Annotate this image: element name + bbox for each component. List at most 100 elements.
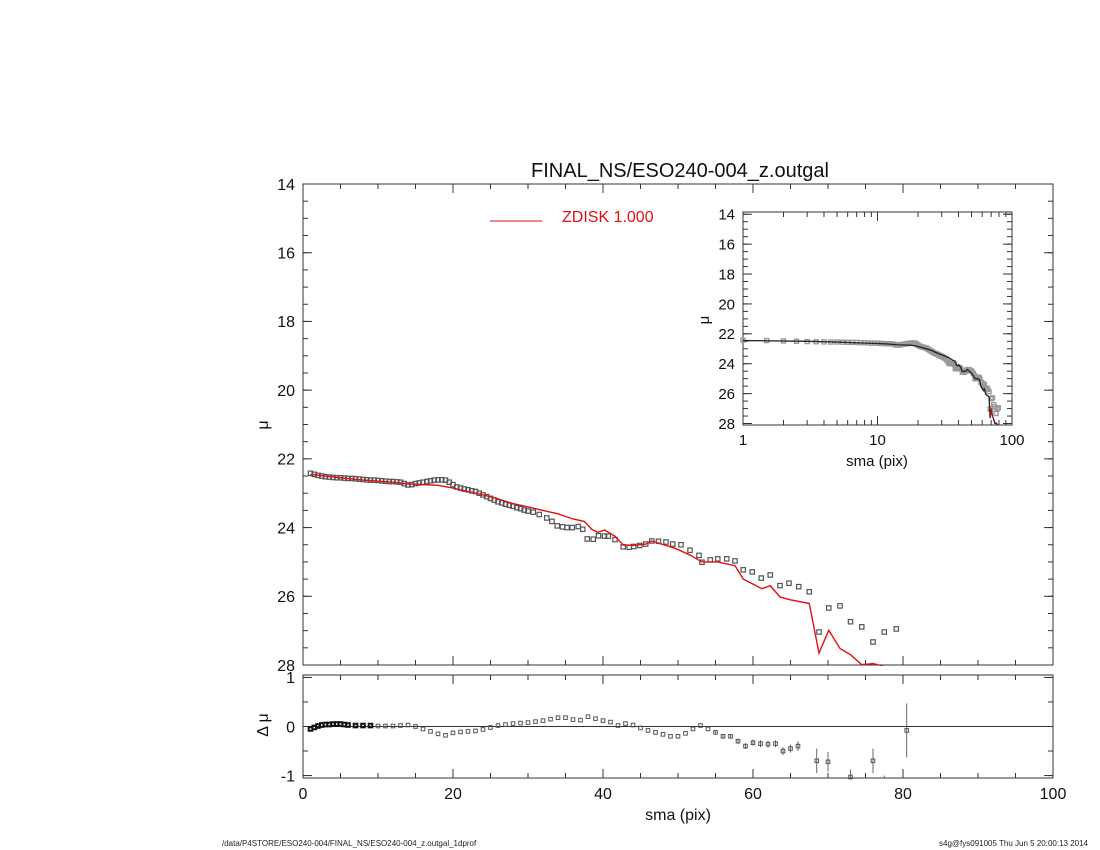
main-y-axis-label: μ	[255, 420, 272, 429]
main-y-tick-label: 18	[277, 314, 295, 331]
main-observed-point	[870, 639, 876, 645]
residual-point	[518, 720, 523, 726]
residual-point	[563, 715, 568, 720]
residual-point	[383, 723, 388, 729]
residual-point	[683, 731, 688, 736]
main-y-tick-label: 24	[277, 520, 295, 537]
residual-point	[608, 719, 613, 725]
inset-y-tick-label: 20	[718, 296, 735, 313]
residual-point	[390, 723, 396, 729]
main-observed-point	[732, 558, 738, 564]
inset-model-line	[742, 339, 999, 426]
footer-timestamp: s4g@fys091005 Thu Jun 5 20:00:13 2014	[939, 839, 1088, 848]
main-observed-point	[530, 509, 537, 515]
main-observed-point	[517, 505, 524, 512]
residual-point	[540, 718, 546, 723]
main-observed-point	[525, 508, 531, 514]
residual-point	[473, 728, 478, 734]
residual-point	[848, 774, 853, 780]
residual-point	[488, 725, 493, 730]
residual-point	[765, 741, 771, 747]
inset-background	[743, 212, 1012, 425]
residual-point	[548, 716, 553, 722]
residual-x-tick-label: 20	[444, 786, 462, 803]
residual-point	[630, 722, 636, 728]
main-observed-point	[806, 589, 813, 595]
main-observed-point	[502, 501, 509, 508]
main-observed-point	[601, 533, 608, 539]
main-y-tick-label: 28	[277, 658, 295, 675]
residual-x-tick-label: 0	[299, 786, 308, 803]
footer-filepath: /data/P4STORE/ESO240-004/FINAL_NS/ESO240…	[222, 839, 477, 848]
main-observed-point	[513, 504, 520, 511]
inset-y-tick-label: 14	[718, 207, 735, 224]
residual-point	[645, 728, 651, 733]
main-y-tick-label: 20	[277, 383, 295, 400]
inset-y-tick-label: 18	[718, 266, 735, 283]
main-observed-point	[595, 533, 602, 539]
residual-point	[735, 738, 741, 744]
residual-point	[653, 730, 658, 735]
residual-point	[578, 717, 583, 723]
residual-point	[713, 730, 718, 735]
residual-point	[773, 741, 778, 746]
residual-point	[435, 731, 441, 737]
residual-y-tick-label: 1	[286, 670, 295, 687]
main-observed-point	[431, 477, 438, 483]
residual-point	[825, 759, 831, 765]
residual-point	[780, 748, 786, 754]
residual-point	[345, 722, 351, 728]
main-observed-point	[536, 511, 543, 518]
inset-y-axis-label: μ	[696, 316, 713, 325]
inset-y-tick-label: 26	[718, 386, 735, 403]
residual-point	[750, 740, 756, 745]
inset-x-tick-label: 100	[999, 432, 1024, 449]
main-observed-point	[663, 539, 669, 545]
residual-point	[698, 723, 703, 728]
main-observed-point	[687, 547, 693, 554]
main-observed-point	[564, 524, 570, 531]
main-observed-point	[881, 629, 888, 635]
residual-point	[398, 723, 403, 728]
residual-point	[870, 758, 876, 764]
main-observed-point	[678, 541, 684, 548]
residual-point	[352, 722, 359, 729]
residual-point	[593, 716, 598, 721]
residual-point	[533, 719, 538, 724]
residual-point	[758, 741, 763, 746]
residual-point	[615, 723, 621, 728]
inset-observed-point	[986, 388, 992, 395]
residual-point	[743, 743, 748, 749]
residual-point	[638, 725, 643, 731]
residual-point	[413, 724, 418, 729]
main-observed-point	[740, 567, 747, 573]
residual-point	[675, 734, 681, 739]
inset-model-tail-line	[989, 408, 995, 420]
main-observed-point	[575, 523, 582, 530]
main-observed-point	[758, 575, 765, 581]
inset-observed-point	[989, 395, 996, 401]
main-observed-point	[435, 477, 441, 483]
residual-point	[443, 733, 448, 738]
residual-x-tick-label: 40	[594, 786, 612, 803]
main-observed-point	[858, 624, 865, 630]
main-observed-point	[521, 507, 528, 513]
residual-point	[788, 746, 793, 751]
residual-point	[510, 721, 516, 726]
main-observed-point	[605, 533, 612, 539]
residual-point	[660, 732, 666, 737]
inset-y-tick-label: 28	[718, 416, 735, 433]
residual-point	[503, 722, 508, 727]
residual-point	[495, 723, 501, 728]
main-observed-point	[669, 541, 676, 547]
inset-y-tick-label: 24	[718, 356, 735, 373]
residual-point	[668, 734, 673, 739]
residual-point	[525, 720, 531, 725]
main-observed-point	[714, 556, 721, 562]
main-observed-point	[816, 629, 822, 635]
main-x-axis-label: sma (pix)	[645, 807, 711, 824]
residual-point	[623, 721, 628, 726]
residual-point	[690, 726, 696, 732]
residual-x-tick-label: 100	[1040, 786, 1067, 803]
